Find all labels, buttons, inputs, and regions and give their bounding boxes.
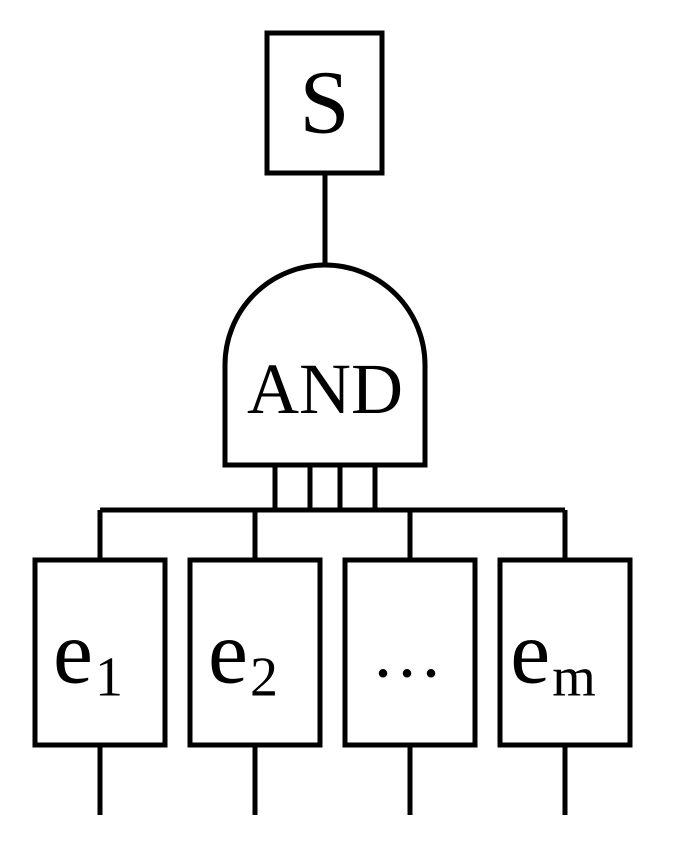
node-leaf3: ... xyxy=(345,560,475,745)
node-label: ... xyxy=(374,613,446,693)
node-leaf1: e1 xyxy=(35,560,165,745)
node-gate: AND xyxy=(225,265,425,465)
node-leaf4: em xyxy=(500,560,630,745)
node-label: AND xyxy=(247,349,403,429)
node-leaf2: e2 xyxy=(190,560,320,745)
node-label: S xyxy=(299,54,349,153)
node-root: S xyxy=(267,33,382,173)
